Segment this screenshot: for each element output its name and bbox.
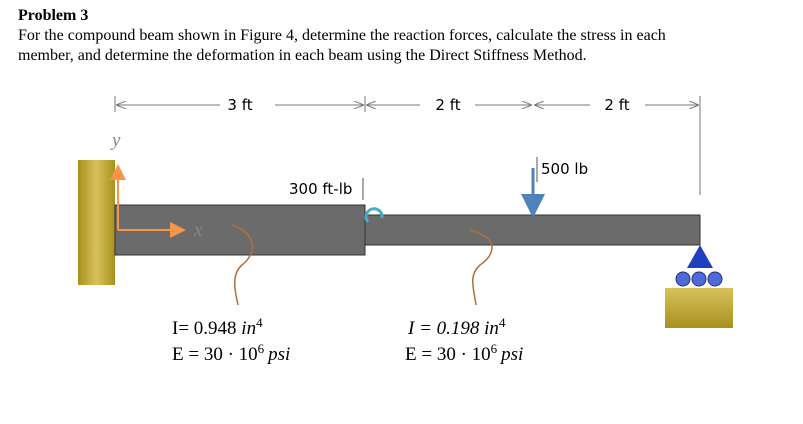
member-2-inertia: I = 0.198 in4 <box>407 315 506 339</box>
wall <box>78 160 115 285</box>
power: 4 <box>499 315 506 330</box>
power: 4 <box>256 315 263 330</box>
value: E = 30 · 10 <box>172 344 258 365</box>
moment-label: 300 ft-lb <box>289 180 352 198</box>
y-axis-label: y <box>110 130 121 151</box>
problem-text: Problem 3 For the compound beam shown in… <box>18 6 666 66</box>
value: E = 30 · 10 <box>405 344 491 365</box>
dimension-label: 3 ft <box>227 96 252 114</box>
leader-squiggle <box>469 229 493 306</box>
problem-title: Problem 3 <box>18 7 89 24</box>
power: 6 <box>258 341 265 356</box>
value: I= 0.948 <box>172 318 237 339</box>
dimension-label: 2 ft <box>435 96 460 114</box>
x-axis-label: x <box>193 220 203 241</box>
member-1-inertia: I= 0.948 in4 <box>172 315 263 339</box>
pin-support <box>687 245 713 268</box>
unit: psi <box>266 344 290 365</box>
member-1-modulus: E = 30 · 106 psi <box>172 341 290 365</box>
unit: psi <box>499 344 523 365</box>
rollers <box>675 271 723 287</box>
value: I = 0.198 <box>407 318 480 339</box>
power: 6 <box>491 341 498 356</box>
moment-arrow <box>364 207 384 223</box>
ground <box>665 288 733 328</box>
unit: in <box>241 318 256 339</box>
beam-2 <box>364 214 701 246</box>
load-label: 500 lb <box>541 160 588 178</box>
problem-line: For the compound beam shown in Figure 4,… <box>18 27 666 44</box>
dimension-label: 2 ft <box>604 96 629 114</box>
problem-line: member, and determine the deformation in… <box>18 47 587 64</box>
dimension-lines <box>114 96 701 195</box>
leader-squiggle <box>231 224 254 306</box>
member-2-modulus: E = 30 · 106 psi <box>405 341 523 365</box>
unit: in <box>484 318 499 339</box>
